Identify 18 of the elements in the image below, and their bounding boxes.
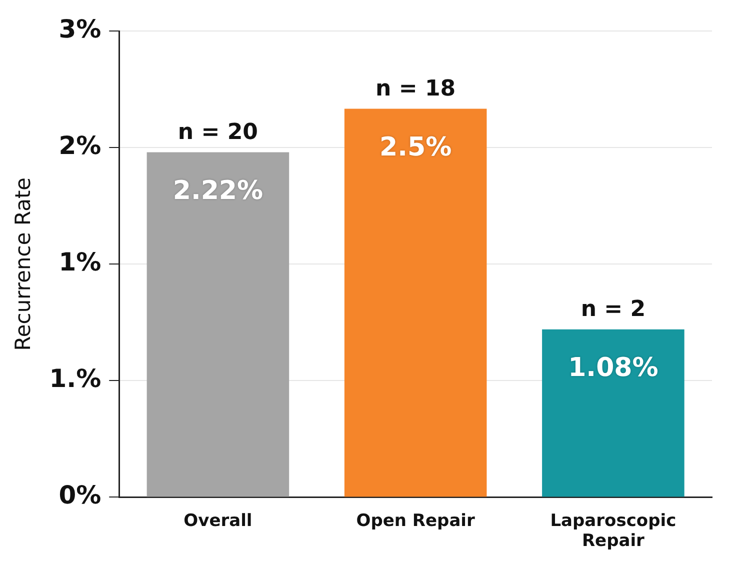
bar	[344, 108, 487, 497]
data-label: 2.5%	[380, 132, 452, 162]
data-label: 2.22%	[172, 176, 264, 206]
x-tick-label: Overall	[184, 510, 252, 531]
y-tick-label: 1%	[58, 248, 102, 277]
x-tick-label: Open Repair	[356, 510, 476, 531]
y-tick-label: 2%	[58, 131, 102, 160]
annotation: n = 2	[580, 297, 646, 322]
bar	[542, 329, 684, 497]
data-label: 1.08%	[568, 353, 658, 384]
y-tick-label: 3%	[58, 14, 102, 44]
y-axis-title: Recurrence Rate	[11, 177, 36, 351]
annotation: n = 18	[376, 76, 456, 102]
x-tick-label: Laparoscopic Repair	[550, 510, 676, 552]
annotation: n = 20	[178, 120, 258, 145]
bar	[146, 152, 290, 497]
y-tick-label: 0%	[58, 480, 102, 510]
y-tick-label: 1.%	[49, 364, 102, 394]
